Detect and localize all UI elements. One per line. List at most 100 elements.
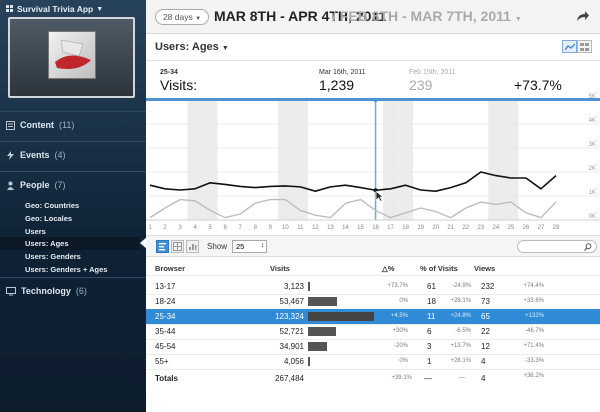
table-view-button[interactable] — [171, 240, 184, 253]
person-icon — [7, 181, 14, 190]
x-tick-label: 28 — [553, 225, 560, 231]
totals-pct: — — [424, 374, 432, 383]
cell-views: 232 — [481, 282, 495, 291]
tooltip-metric-label: Visits: — [160, 77, 197, 93]
table-row[interactable]: 25-34 123,324 +4.5% 11 +24.8% 65 +132% — [146, 309, 600, 324]
show-label: Show — [207, 242, 228, 251]
tooltip-value-previous: 239 — [409, 77, 433, 93]
col-header-pct-visits[interactable]: % of Visits — [420, 264, 458, 273]
cell-pct-change: +28.1% — [450, 298, 471, 304]
col-header-visits[interactable]: Visits — [270, 264, 290, 273]
table-row[interactable]: 55+ 4,056 0% 1 +28.1% 4 -33.3% — [146, 354, 600, 369]
table-search-input[interactable] — [517, 240, 597, 253]
x-tick-label: 25 — [508, 225, 515, 231]
list-view-button[interactable] — [156, 240, 169, 253]
cursor-icon — [375, 190, 384, 202]
sidebar-section-people[interactable]: People (7) — [0, 171, 146, 198]
line-chart-button[interactable] — [562, 40, 577, 53]
totals-visits: 267,484 — [275, 374, 304, 383]
hover-marker — [373, 98, 378, 102]
date-range-compare[interactable]: / FEB 8TH - MAR 7TH, 2011 ▼ — [332, 8, 522, 24]
visits-share-bar — [308, 297, 337, 306]
cell-pct: 18 — [427, 297, 436, 306]
table-row[interactable]: 35-44 52,721 +30% 6 -6.5% 22 -46.7% — [146, 324, 600, 339]
sidebar-section-content[interactable]: Content (11) — [0, 111, 146, 138]
tooltip-date-previous: Feb 15th, 2011 — [409, 69, 456, 76]
weekend-shade — [277, 100, 293, 220]
x-tick-label: 6 — [224, 225, 228, 231]
share-icon[interactable] — [574, 8, 590, 24]
range-select[interactable]: 28 days ▼ — [155, 9, 209, 25]
x-tick-label: 8 — [254, 225, 258, 231]
sidebar-section-technology[interactable]: Technology (6) — [0, 277, 146, 304]
weekend-shade — [187, 100, 203, 220]
cell-views-change: -33.3% — [524, 358, 544, 364]
table-icon — [173, 242, 182, 251]
grid-view-button[interactable] — [577, 40, 592, 53]
cell-name: 55+ — [155, 357, 169, 366]
cell-views: 73 — [481, 297, 490, 306]
metric-title-label: Users: Ages — [155, 41, 219, 53]
cell-pct-change: -24.9% — [451, 283, 471, 289]
sidebar-section-events[interactable]: Events (4) — [0, 141, 146, 168]
sidebar-item-geo-locales[interactable]: Geo: Locales — [25, 214, 73, 223]
visits-share-bar — [308, 327, 337, 336]
sidebar-item-geo-countries[interactable]: Geo: Countries — [25, 201, 80, 210]
sidebar-section-count: (7) — [54, 180, 66, 190]
main-panel: 28 days ▼ MAR 8TH - APR 4TH, 2011 / FEB … — [146, 0, 600, 412]
x-tick-label: 9 — [269, 225, 273, 231]
sidebar-section-label: People — [20, 180, 50, 190]
weekend-shade — [383, 100, 399, 220]
totals-views: 4 — [481, 374, 486, 383]
chart-view-button[interactable] — [186, 240, 199, 253]
chart-mode-toggle — [562, 40, 592, 53]
sidebar-section-count: (6) — [75, 286, 87, 296]
y-tick-label: 4K — [589, 118, 596, 124]
rows-per-page-select[interactable]: 25 ↕ — [232, 240, 267, 253]
table-totals-row: Totals 267,484 +39.1% — — 4 +36.2% — [146, 371, 600, 386]
table-row[interactable]: 13-17 3,123 +73.7% 61 -24.9% 232 +74.4% — [146, 279, 600, 294]
table-controls: Show 25 ↕ — [146, 235, 600, 257]
app-thumbnail — [8, 17, 135, 98]
y-tick-label: 2K — [589, 166, 596, 172]
x-tick-label: 20 — [432, 225, 439, 231]
x-tick-label: 12 — [312, 225, 319, 231]
cell-pct: 61 — [427, 282, 436, 291]
table-row[interactable]: 45-54 34,901 -20% 3 +13.7% 12 +71.4% — [146, 339, 600, 354]
y-tick-label: 5K — [589, 94, 596, 100]
cell-delta: -20% — [393, 343, 408, 349]
metric-title[interactable]: Users: Ages ▼ — [155, 41, 229, 53]
tooltip-date-current: Mar 16th, 2011 — [319, 69, 366, 76]
app-selector[interactable]: Survival Trivia App ▼ — [6, 4, 103, 14]
y-tick-label: 1K — [589, 190, 596, 196]
cell-visits: 4,056 — [283, 357, 304, 366]
totals-label: Totals — [155, 374, 178, 383]
cell-views-change: -46.7% — [524, 328, 544, 334]
col-header-views[interactable]: Views — [474, 264, 496, 273]
x-tick-label: 17 — [387, 225, 394, 231]
table-row[interactable]: 18-24 53,467 0% 18 +28.1% 73 +33.6% — [146, 294, 600, 309]
sidebar-item-users-genders[interactable]: Users: Genders — [25, 252, 81, 261]
cell-name: 45-54 — [155, 342, 176, 351]
date-range-primary[interactable]: MAR 8TH - APR 4TH, 2011 — [214, 8, 387, 24]
x-tick-label: 5 — [208, 225, 212, 231]
range-select-label: 28 days — [162, 12, 193, 22]
col-header-delta[interactable]: △% — [382, 264, 395, 273]
x-tick-label: 26 — [523, 225, 530, 231]
cell-delta: 0% — [399, 298, 408, 304]
sidebar-item-users-genders-ages[interactable]: Users: Genders + Ages — [25, 265, 108, 274]
sidebar-item-users[interactable]: Users — [25, 227, 46, 236]
chevron-down-icon: ▼ — [221, 45, 229, 52]
metric-header: Users: Ages ▼ — [146, 35, 600, 61]
x-tick-label: 4 — [193, 225, 197, 231]
weekend-shade — [292, 100, 308, 220]
line-chart-icon — [564, 43, 575, 50]
cell-views-change: +132% — [525, 313, 544, 319]
sidebar-item-users-ages[interactable]: Users: Ages — [0, 237, 147, 250]
series-line-current — [149, 171, 557, 192]
col-header-browser[interactable]: Browser — [155, 264, 186, 273]
cell-visits: 34,901 — [279, 342, 304, 351]
cell-name: 18-24 — [155, 297, 176, 306]
cell-pct-change: +24.8% — [450, 313, 471, 319]
